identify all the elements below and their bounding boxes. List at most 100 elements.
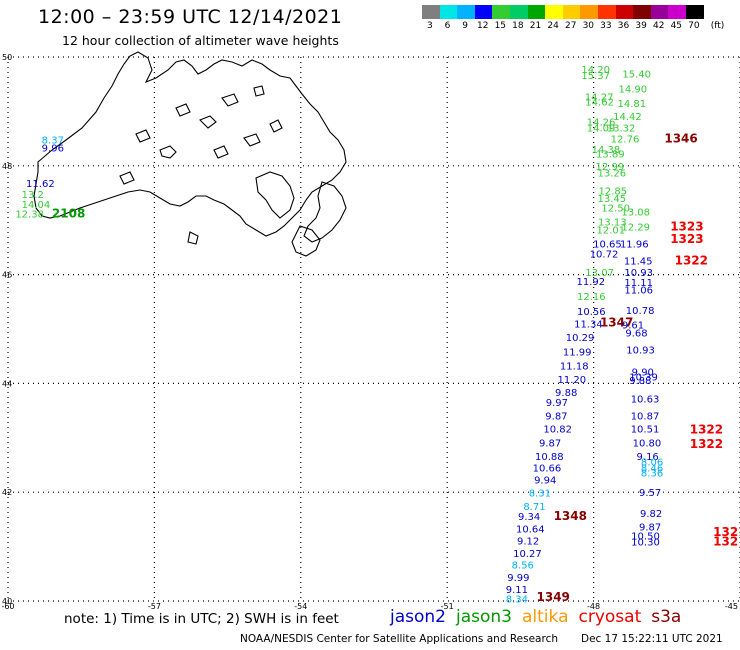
wave-height-value: 10.72 xyxy=(590,249,619,260)
wave-height-value: 11.99 xyxy=(563,347,592,358)
coastline-segment xyxy=(187,231,199,245)
wave-height-value: 8.71 xyxy=(523,502,545,513)
colorbar-swatch xyxy=(545,5,563,19)
coastline-segment xyxy=(253,85,265,97)
wave-height-value: 11.96 xyxy=(620,240,649,251)
wave-height-value: 10.80 xyxy=(633,439,662,450)
wave-height-value: 15.40 xyxy=(622,69,651,80)
track-time-label: 1346 xyxy=(664,132,697,146)
wave-height-value: 10.29 xyxy=(566,333,595,344)
wave-height-value: 13.45 xyxy=(598,194,627,205)
lat-tick-label: 44 xyxy=(2,379,12,388)
wave-height-value: 10.30 xyxy=(631,538,660,549)
lat-tick-label: 42 xyxy=(2,488,12,497)
wave-height-value: 14.09 xyxy=(587,124,616,135)
wave-height-value: 9.94 xyxy=(534,476,556,487)
colorbar-label: 3 xyxy=(427,21,433,31)
lat-tick-label: 50 xyxy=(2,53,12,62)
coastline-segment xyxy=(175,103,191,117)
wave-height-value: 8.56 xyxy=(512,561,534,572)
colorbar-swatch xyxy=(474,5,493,19)
wave-height-value: 9.96 xyxy=(42,143,64,154)
coastline-newfoundland xyxy=(33,51,347,257)
wave-height-value: 13.13 xyxy=(598,217,627,228)
colorbar-label: 15 xyxy=(494,21,507,31)
wave-height-value: 11.20 xyxy=(557,375,586,386)
wave-height-value: 8.37 xyxy=(42,136,64,147)
wave-height-value: 10.93 xyxy=(624,268,653,279)
wave-height-value: 13.26 xyxy=(598,168,627,179)
wave-height-value: 10.64 xyxy=(516,525,545,536)
wave-height-value: 11.62 xyxy=(26,179,55,190)
wave-height-value: 10.27 xyxy=(513,549,542,560)
track-time-label: 1322 xyxy=(675,253,708,267)
colorbar-label: 9 xyxy=(462,21,468,31)
wave-height-value: 11.18 xyxy=(560,361,589,372)
wave-height-value: 10.93 xyxy=(626,346,655,357)
coastline-segment xyxy=(303,181,347,243)
wave-height-value: 8.46 xyxy=(641,464,663,475)
wave-height-value: 12.38 xyxy=(15,210,44,221)
lat-tick-label: 48 xyxy=(2,162,12,171)
wave-height-value: 10.51 xyxy=(631,425,660,436)
wave-height-value: 14.20 xyxy=(581,65,610,76)
colorbar-label: 27 xyxy=(564,21,577,31)
footer-credit: NOAA/NESDIS Center for Satellite Applica… xyxy=(240,633,558,645)
colorbar-swatch xyxy=(492,5,510,19)
footer-timestamp: Dec 17 15:22:11 UTC 2021 xyxy=(581,633,723,645)
wave-height-value: 11.45 xyxy=(624,256,653,267)
colorbar-swatch xyxy=(685,5,704,19)
colorbar-swatch xyxy=(615,5,634,19)
coastline-segment xyxy=(221,93,239,107)
wave-height-value: 14.04 xyxy=(22,200,51,211)
track-time-label: 1322 xyxy=(690,437,723,451)
wave-height-value: 8.36 xyxy=(641,469,663,480)
wave-height-value: 9.87 xyxy=(539,439,561,450)
wave-height-value: 12.50 xyxy=(601,204,630,215)
coastline-segment xyxy=(255,171,295,219)
colorbar-label: 45 xyxy=(670,21,683,31)
wave-height-value: 14.42 xyxy=(613,112,642,123)
colorbar-label: 39 xyxy=(635,21,647,31)
colorbar-swatch xyxy=(562,5,581,19)
wave-height-value: 13.32 xyxy=(607,124,636,135)
units-note: note: 1) Time is in UTC; 2) SWH is in fe… xyxy=(64,611,339,627)
satellite-legend-jason3: jason3 xyxy=(456,607,512,627)
wave-height-value: 9.90 xyxy=(632,367,654,378)
wave-height-value: 10.56 xyxy=(577,307,606,318)
wave-height-value: 9.99 xyxy=(507,573,529,584)
wave-height-value: 10.65 xyxy=(593,240,622,251)
wave-height-value: 9.82 xyxy=(640,509,662,520)
lat-tick-label: 46 xyxy=(2,271,12,280)
colorbar-label: 42 xyxy=(652,21,665,31)
wave-height-value: 9.16 xyxy=(637,452,659,463)
wave-height-value: 14.38 xyxy=(592,145,621,156)
colorbar xyxy=(422,5,704,19)
wave-height-value: 8.06 xyxy=(641,458,663,469)
wave-height-value: 14.27 xyxy=(585,93,614,104)
colorbar-label: 6 xyxy=(444,21,451,31)
satellite-legend-cryosat: cryosat xyxy=(578,607,642,627)
wave-height-value: 12.76 xyxy=(611,135,640,146)
lon-tick-label: -60 xyxy=(1,602,14,611)
wave-height-value: 13.89 xyxy=(596,149,625,160)
colorbar-label: 24 xyxy=(547,21,559,31)
wave-height-value: 9.57 xyxy=(639,488,661,499)
chart-subtitle: 12 hour collection of altimeter wave hei… xyxy=(62,33,339,48)
wave-height-value: 14.90 xyxy=(618,85,647,96)
coastline-segment xyxy=(119,171,135,185)
wave-height-value: 11.11 xyxy=(624,278,653,289)
coastline-segment xyxy=(243,133,261,147)
coastline-segment xyxy=(135,129,151,143)
wave-height-value: 8.31 xyxy=(529,489,551,500)
colorbar-label: 18 xyxy=(512,21,524,31)
colorbar-labels: 3 6 9 12 15 18 21 24 27 30 33 36 39 42 45 70 (ft) xyxy=(422,21,740,35)
colorbar-label: (ft) xyxy=(710,21,725,31)
colorbar-swatch xyxy=(650,5,669,19)
coastline-segment xyxy=(213,145,229,159)
track-time-label: 1323 xyxy=(670,220,703,234)
axis-labels: 50 48 46 44 42 40-60 -57 -54 -51 -48 -45 xyxy=(1,53,738,611)
track-time-label: 2108 xyxy=(52,207,85,221)
coastline-segment xyxy=(291,225,321,257)
